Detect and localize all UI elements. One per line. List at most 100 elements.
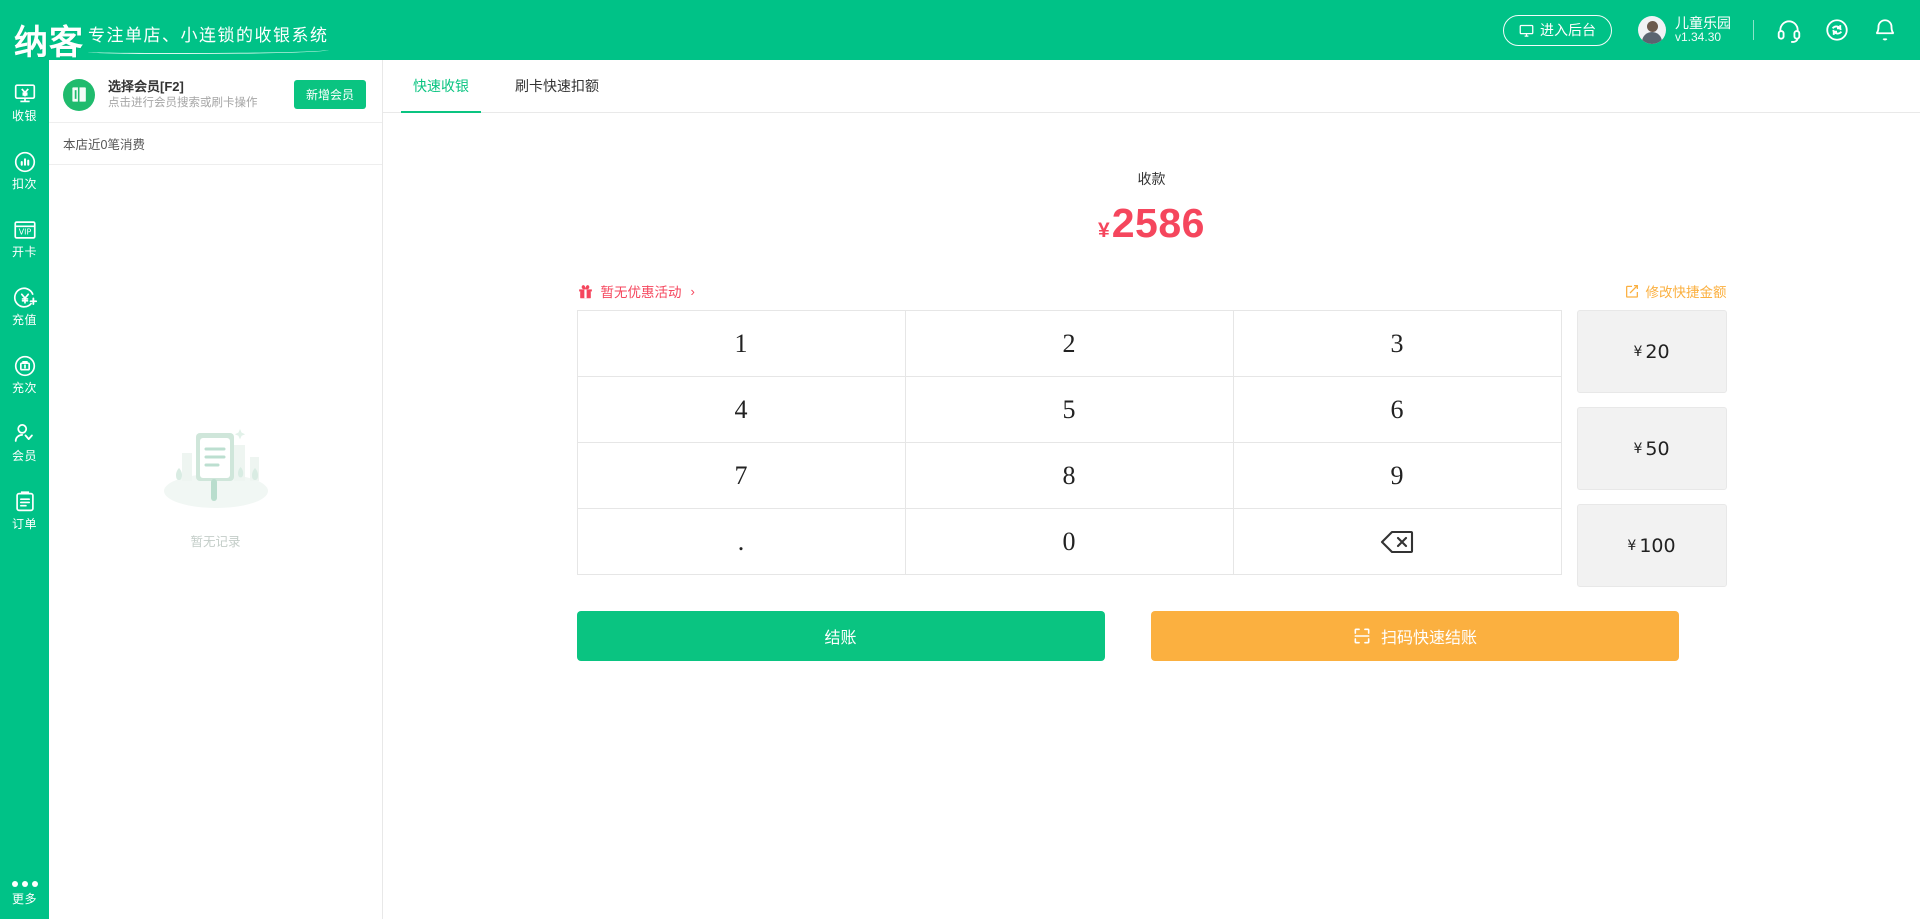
bell-icon[interactable]: [1872, 17, 1898, 43]
sidebar-item-label: 开卡: [11, 245, 37, 259]
header-right-group: 进入后台 儿童乐园 v1.34.30: [1503, 14, 1898, 46]
sidebar-item-recharge-times[interactable]: 充次: [0, 344, 49, 401]
clipboard-order-icon: [15, 491, 34, 512]
member-person-icon: [14, 424, 33, 442]
tab-quick-cashier[interactable]: 快速收银: [401, 60, 481, 113]
key-7[interactable]: 7: [577, 443, 906, 509]
quick-amount-50[interactable]: ¥ 50: [1576, 407, 1727, 490]
sidebar-item-members[interactable]: 会员: [0, 412, 49, 469]
promo-row: 暂无优惠活动 › 修改快捷金额: [577, 281, 1727, 301]
quick-amount-symbol: ¥: [1633, 343, 1643, 360]
quick-amount-value: 20: [1645, 340, 1670, 363]
member-card-text: 选择会员[F2] 点击进行会员搜索或刷卡操作: [108, 78, 281, 110]
headset-icon[interactable]: [1776, 17, 1802, 43]
key-1[interactable]: 1: [577, 311, 906, 377]
user-account[interactable]: 儿童乐园 v1.34.30: [1638, 15, 1731, 45]
payment-amount: ¥ 2586: [1098, 203, 1205, 244]
more-dots-icon: [11, 881, 38, 887]
recent-consume-bar: 本店近0笔消费: [49, 123, 382, 165]
avatar: [1638, 15, 1666, 44]
logo-tagline: 专注单店、小连锁的收银系统: [88, 26, 329, 46]
select-member-card[interactable]: 选择会员[F2] 点击进行会员搜索或刷卡操作 新增会员: [49, 67, 382, 123]
tab-swipe-quick-deduct[interactable]: 刷卡快速扣额: [515, 78, 599, 94]
user-name: 儿童乐园: [1675, 15, 1731, 32]
app-header: 纳客 专注单店、小连锁的收银系统 进入后台 儿童乐园 v1.34.30: [0, 0, 1920, 60]
add-member-button[interactable]: 新增会员: [293, 80, 366, 109]
promotion-link[interactable]: 暂无优惠活动 ›: [577, 281, 695, 301]
vip-card-icon: VIP: [13, 221, 36, 239]
amount-value: 2586: [1111, 200, 1205, 246]
empty-records-illustration: [163, 428, 268, 508]
keypad-row: 1 2 3 4 5 6 7 8 9 . 0: [576, 310, 1727, 587]
payment-area: 收款 ¥ 2586: [383, 113, 1920, 919]
logo-text: 纳客: [14, 23, 84, 63]
sidebar-item-cashier[interactable]: 收银: [0, 72, 49, 129]
chevron-right-icon: ›: [690, 283, 695, 299]
sidebar-more-label: 更多: [11, 892, 37, 906]
user-text: 儿童乐园 v1.34.30: [1675, 15, 1731, 45]
records-empty-state: 暂无记录: [49, 165, 382, 919]
app-logo: 纳客 专注单店、小连锁的收银系统: [14, 0, 329, 60]
sidebar-item-recharge-money[interactable]: 充值: [0, 276, 49, 333]
sidebar-more-button[interactable]: 更多: [0, 881, 49, 905]
quick-amount-symbol: ¥: [1627, 537, 1637, 554]
quick-amount-value: 100: [1639, 534, 1676, 557]
currency-symbol: ¥: [1098, 219, 1110, 242]
key-0[interactable]: 0: [905, 509, 1234, 575]
quick-amount-20[interactable]: ¥ 20: [1576, 310, 1727, 393]
action-buttons: 结账 扫码快速结账: [576, 611, 1727, 661]
numeric-keypad: 1 2 3 4 5 6 7 8 9 . 0: [576, 310, 1562, 575]
enter-backstage-label: 进入后台: [1540, 22, 1596, 38]
edit-quick-amount-label: 修改快捷金额: [1645, 285, 1727, 300]
quick-amount-column: ¥ 20 ¥ 50 ¥ 100: [1576, 310, 1727, 587]
monitor-icon: [1519, 24, 1534, 37]
payment-label: 收款: [1137, 171, 1166, 187]
sidebar-item-label: 充次: [11, 381, 37, 395]
key-5[interactable]: 5: [905, 377, 1234, 443]
monitor-yen-icon: [14, 84, 35, 103]
sidebar: 收银 扣次 VIP 开卡: [0, 60, 49, 919]
key-6[interactable]: 6: [1233, 377, 1562, 443]
sidebar-item-deduct-times[interactable]: 扣次: [0, 140, 49, 197]
gift-icon: [578, 284, 592, 298]
key-3[interactable]: 3: [1233, 311, 1562, 377]
checkout-button[interactable]: 结账: [576, 611, 1105, 661]
app-version: v1.34.30: [1675, 30, 1722, 45]
select-member-subtitle: 点击进行会员搜索或刷卡操作: [108, 96, 258, 109]
body-row: 收银 扣次 VIP 开卡: [0, 60, 1920, 919]
quick-amount-value: 50: [1645, 437, 1670, 460]
backspace-icon: [1380, 530, 1414, 553]
promotion-text: 暂无优惠活动: [600, 285, 682, 300]
sidebar-item-orders[interactable]: 订单: [0, 480, 49, 537]
select-member-title: 选择会员[F2]: [108, 78, 184, 94]
keypad-block: 暂无优惠活动 › 修改快捷金额 1: [576, 281, 1727, 661]
chart-circle-icon: [14, 151, 35, 173]
header-divider: [1753, 20, 1754, 40]
sidebar-item-open-card[interactable]: VIP 开卡: [0, 208, 49, 265]
key-9[interactable]: 9: [1233, 443, 1562, 509]
key-4[interactable]: 4: [577, 377, 906, 443]
key-decimal[interactable]: .: [577, 509, 906, 575]
sidebar-item-label: 会员: [11, 449, 37, 463]
recent-consume-text: 本店近0笔消费: [63, 138, 145, 152]
enter-backstage-button[interactable]: 进入后台: [1503, 14, 1612, 46]
sync-icon[interactable]: [1824, 17, 1850, 43]
edit-pencil-icon: [1625, 285, 1638, 298]
key-2[interactable]: 2: [905, 311, 1234, 377]
sidebar-item-label: 收银: [11, 109, 37, 123]
svg-text:VIP: VIP: [18, 228, 31, 237]
recharge-circle-icon: [14, 355, 35, 377]
scan-checkout-button[interactable]: 扫码快速结账: [1150, 611, 1679, 661]
sidebar-item-label: 充值: [11, 313, 37, 327]
logo-tagline-wrap: 专注单店、小连锁的收银系统: [88, 28, 329, 60]
quick-amount-100[interactable]: ¥ 100: [1576, 504, 1727, 587]
main-tabs: 快速收银 刷卡快速扣额: [383, 60, 1920, 113]
main-content: 快速收银 刷卡快速扣额 收款 ¥ 2586: [383, 60, 1920, 919]
scan-code-icon: [1354, 628, 1370, 644]
scan-checkout-label: 扫码快速结账: [1380, 630, 1477, 647]
key-8[interactable]: 8: [905, 443, 1234, 509]
key-backspace[interactable]: [1233, 509, 1562, 575]
edit-quick-amount-button[interactable]: 修改快捷金额: [1624, 281, 1727, 301]
yen-plus-circle-icon: [13, 287, 37, 308]
